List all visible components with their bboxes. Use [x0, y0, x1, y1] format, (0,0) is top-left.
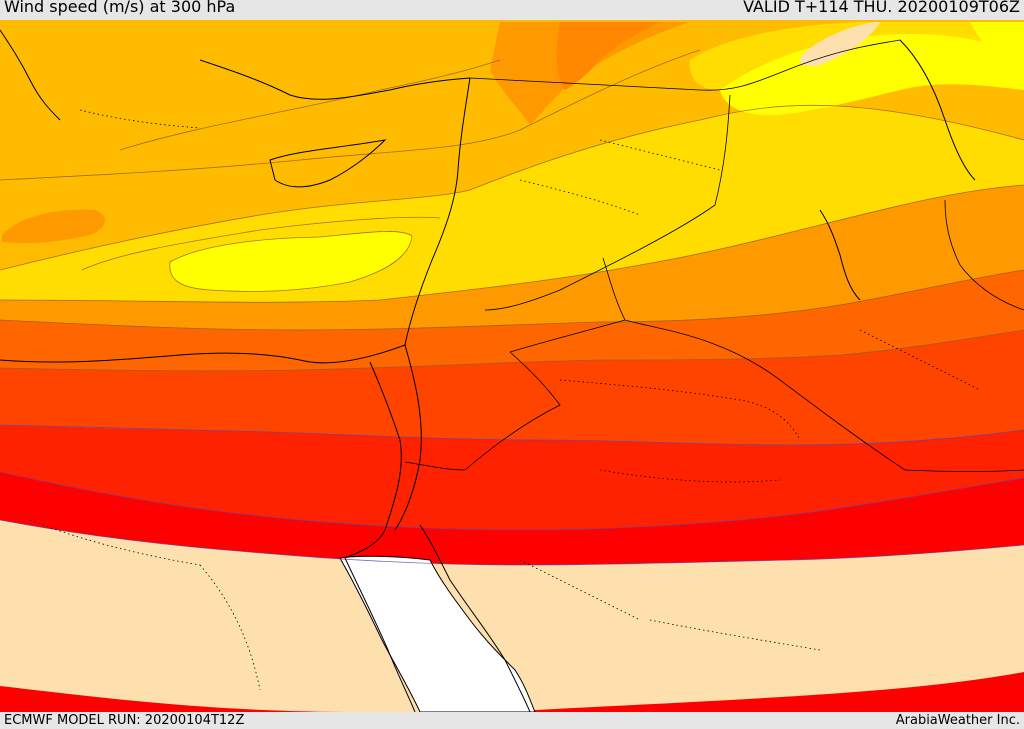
map-title: Wind speed (m/s) at 300 hPa [4, 0, 236, 16]
band-orange-west [2, 209, 106, 244]
map-footer: ECMWF MODEL RUN: 20200104T12Z ArabiaWeat… [0, 712, 1024, 729]
map-header: Wind speed (m/s) at 300 hPa VALID T+114 … [0, 0, 1024, 20]
band-darkorange-ne [556, 22, 660, 90]
band-red [0, 425, 1024, 530]
band-calm-ne [799, 22, 880, 67]
band-orange-mid [0, 185, 1024, 330]
band-yellow-core [169, 231, 412, 292]
band-orange-ne [490, 22, 690, 125]
red-sea [339, 555, 536, 712]
model-run-label: ECMWF MODEL RUN: 20200104T12Z [4, 713, 245, 728]
coastlines [0, 29, 976, 712]
band-redorange [0, 330, 1024, 445]
wind-speed-map [0, 20, 1024, 712]
band-yellow-ne [720, 33, 1024, 116]
band-deep-red [0, 472, 1024, 565]
borders [404, 39, 1024, 472]
band-deep-red-south [0, 686, 360, 712]
band-gold-ne [689, 22, 1024, 90]
band-darkorange [0, 270, 1024, 371]
jet-contours [0, 424, 1024, 566]
band-deep-red-south2 [500, 672, 1024, 712]
band-yellow-top [970, 22, 1024, 80]
province-lines [29, 109, 981, 691]
valid-time: VALID T+114 THU. 20200109T06Z [743, 0, 1020, 16]
credit-label: ArabiaWeather Inc. [895, 713, 1020, 728]
